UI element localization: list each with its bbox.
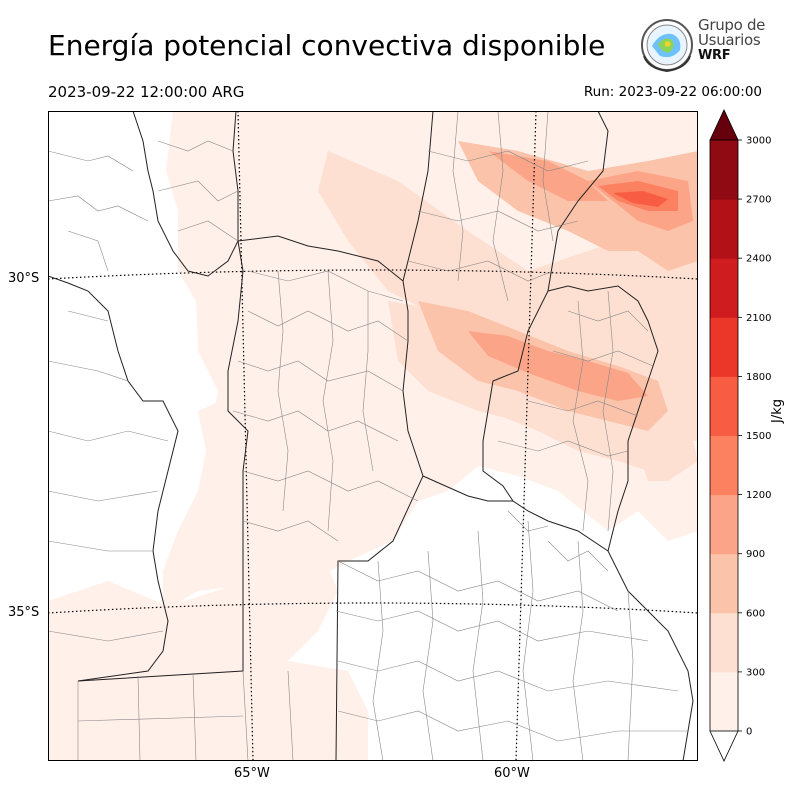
boundary-cordoba-santafe xyxy=(237,235,424,761)
wrf-users-logo: Grupo de Usuarios WRF xyxy=(638,16,768,76)
coast-rio-plata xyxy=(607,550,694,761)
colorbar-band-1 xyxy=(710,612,738,673)
province-boundaries xyxy=(48,111,694,761)
cape-band-1500-1800 xyxy=(613,191,668,207)
colorbar-unit-label: J/kg xyxy=(770,399,785,423)
valid-time: 2023-09-22 12:00:00 ARG xyxy=(48,83,245,101)
boundary-chile-argentina xyxy=(48,275,179,682)
colorbar-over-extension xyxy=(709,109,739,141)
colorbar-band-9 xyxy=(710,140,738,200)
lat-label-35s: 35°S xyxy=(8,605,40,620)
colorbar-tick-label: 0 xyxy=(746,727,752,738)
colorbar-tick-label: 2100 xyxy=(746,313,771,324)
logo-line-2: Usuarios xyxy=(698,31,761,49)
longitude-60w xyxy=(515,111,537,761)
department-boundaries xyxy=(48,111,688,761)
lon-label-65w: 65°W xyxy=(234,766,270,781)
logo-line-3: WRF xyxy=(698,48,731,63)
colorbar-band-4 xyxy=(710,435,738,496)
colorbar-tick-label: 900 xyxy=(746,549,765,560)
colorbar: 0 300 600 900 1200 1500 1800 2100 2400 2700 3000 xyxy=(709,109,771,762)
map-frame xyxy=(48,111,698,761)
logo-text: Grupo de Usuarios WRF xyxy=(698,16,766,64)
colorbar-band-0 xyxy=(710,671,738,732)
colorbar-band-8 xyxy=(710,199,738,259)
longitude-65w xyxy=(237,111,254,761)
graticule xyxy=(48,111,698,761)
map-title: Energía potencial convectiva disponible xyxy=(48,29,606,62)
colorbar-band-2 xyxy=(710,553,738,614)
boundary-entrerios xyxy=(547,285,659,552)
colorbar-tick-label: 1200 xyxy=(746,490,771,501)
cape-shading xyxy=(48,111,698,761)
colorbar-tick-label: 300 xyxy=(746,667,765,678)
cape-band-0-300-central xyxy=(198,361,428,521)
boundary-entrerios-west xyxy=(482,290,609,552)
colorbar-band-5 xyxy=(710,376,738,436)
colorbar-band-7 xyxy=(710,258,738,318)
colorbar-tick-label: 2400 xyxy=(746,254,771,265)
boundary-santafe-entrerios xyxy=(402,111,434,282)
colorbar-tick-label: 600 xyxy=(746,608,765,619)
boundary-larioja-cordoba xyxy=(77,240,249,682)
lat-label-30s: 30°S xyxy=(8,271,40,286)
latitude-35s xyxy=(48,602,698,614)
boundary-buenospaires-north xyxy=(422,475,513,502)
colorbar-under-extension xyxy=(709,730,739,762)
colorbar-tick-label: 3000 xyxy=(746,136,771,147)
run-time: Run: 2023-09-22 06:00:00 xyxy=(583,84,762,100)
colorbar-tick-label: 2700 xyxy=(746,195,771,206)
boundary-santiago-chaco xyxy=(433,111,609,292)
latitude-30s xyxy=(48,269,698,280)
colorbar-band-6 xyxy=(710,317,738,377)
colorbar-tick-label: 1800 xyxy=(746,372,771,383)
colorbar-band-3 xyxy=(710,494,738,555)
colorbar-tick-label: 1500 xyxy=(746,431,771,442)
lon-label-60w: 60°W xyxy=(494,766,530,781)
logo-line-1: Grupo de xyxy=(698,16,766,34)
cape-band-0-300-south xyxy=(48,566,368,761)
cape-map xyxy=(48,111,698,761)
logo-emblem-icon xyxy=(641,19,693,73)
cape-band-900-1200 xyxy=(488,151,608,201)
cape-band-900-1200-center xyxy=(468,331,648,401)
